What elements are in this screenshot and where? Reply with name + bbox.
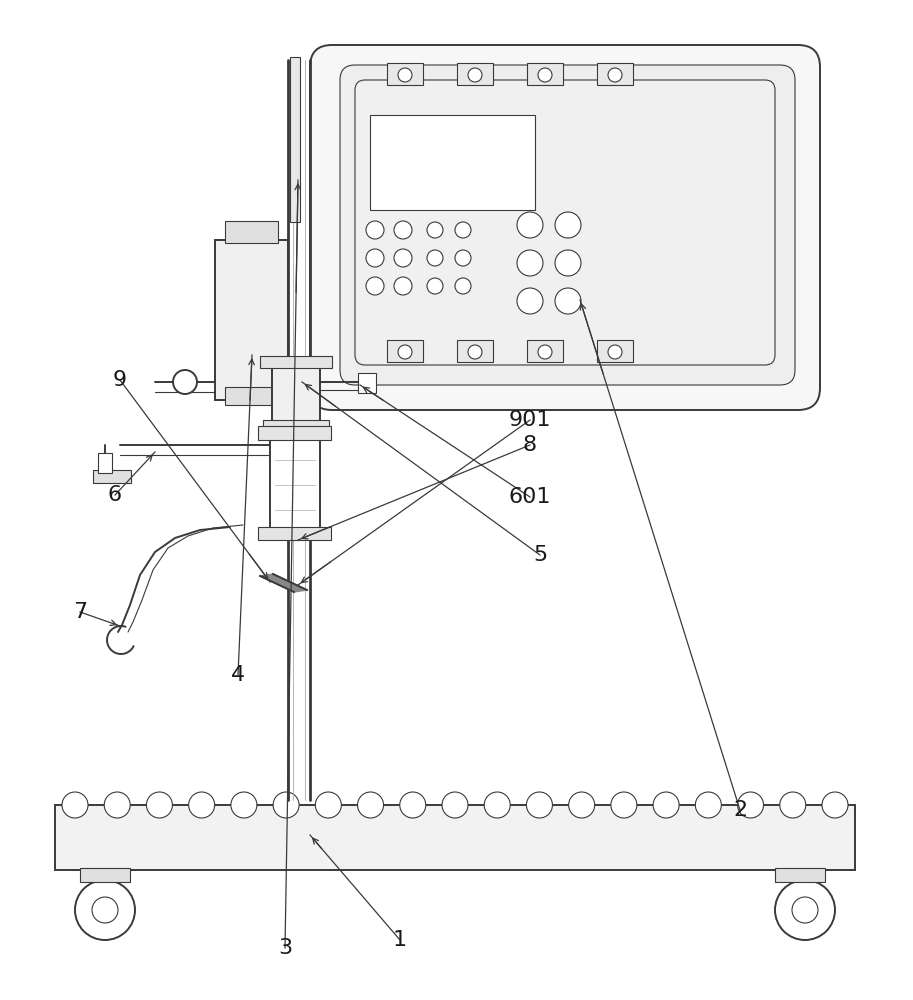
Text: 6: 6	[108, 485, 122, 505]
Circle shape	[394, 249, 412, 267]
Circle shape	[146, 792, 173, 818]
Circle shape	[398, 68, 412, 82]
Circle shape	[653, 792, 679, 818]
Bar	[597, 63, 633, 85]
Circle shape	[608, 68, 622, 82]
Text: 9: 9	[113, 370, 127, 390]
Circle shape	[366, 249, 384, 267]
Circle shape	[92, 897, 118, 923]
Bar	[263, 420, 329, 432]
Text: 3: 3	[278, 938, 292, 958]
Circle shape	[442, 792, 468, 818]
Text: 1: 1	[393, 930, 407, 950]
Circle shape	[468, 68, 482, 82]
Bar	[55, 805, 855, 870]
Bar	[98, 453, 112, 473]
FancyBboxPatch shape	[355, 80, 775, 365]
Circle shape	[427, 250, 443, 266]
Circle shape	[517, 250, 543, 276]
Circle shape	[484, 792, 510, 818]
Circle shape	[538, 345, 552, 359]
Circle shape	[780, 792, 806, 818]
Circle shape	[555, 250, 581, 276]
Text: 2: 2	[733, 800, 747, 820]
Circle shape	[611, 792, 637, 818]
Text: 8: 8	[523, 435, 537, 455]
Circle shape	[315, 792, 341, 818]
Circle shape	[696, 792, 721, 818]
Bar	[370, 115, 535, 210]
Bar	[272, 365, 320, 425]
FancyBboxPatch shape	[310, 45, 820, 410]
Circle shape	[62, 792, 88, 818]
Circle shape	[455, 278, 471, 294]
Circle shape	[173, 370, 197, 394]
Circle shape	[792, 897, 818, 923]
Circle shape	[427, 222, 443, 238]
Bar	[80, 868, 130, 882]
Bar	[290, 57, 300, 222]
Circle shape	[555, 212, 581, 238]
Circle shape	[104, 792, 131, 818]
Bar	[358, 373, 376, 393]
Circle shape	[366, 277, 384, 295]
Bar	[457, 340, 493, 362]
Circle shape	[398, 345, 412, 359]
Text: 601: 601	[509, 487, 551, 507]
Text: 4: 4	[231, 665, 245, 685]
FancyBboxPatch shape	[340, 65, 795, 385]
Circle shape	[358, 792, 383, 818]
Circle shape	[738, 792, 763, 818]
Circle shape	[527, 792, 552, 818]
Bar	[387, 340, 423, 362]
Bar	[258, 426, 331, 440]
Bar	[215, 240, 288, 400]
Circle shape	[189, 792, 215, 818]
Bar	[527, 340, 563, 362]
Bar	[527, 63, 563, 85]
Circle shape	[822, 792, 848, 818]
Circle shape	[366, 221, 384, 239]
Bar	[93, 470, 131, 483]
Circle shape	[273, 792, 299, 818]
Circle shape	[468, 345, 482, 359]
Bar	[597, 340, 633, 362]
Bar	[258, 527, 331, 540]
Bar	[270, 440, 320, 530]
Bar	[225, 387, 278, 405]
Circle shape	[538, 68, 552, 82]
Bar	[775, 868, 825, 882]
Circle shape	[427, 278, 443, 294]
Circle shape	[231, 792, 257, 818]
Circle shape	[608, 345, 622, 359]
Circle shape	[394, 221, 412, 239]
Circle shape	[75, 880, 135, 940]
Text: 5: 5	[533, 545, 547, 565]
Bar	[387, 63, 423, 85]
Text: 7: 7	[73, 602, 87, 622]
Bar	[457, 63, 493, 85]
Circle shape	[555, 288, 581, 314]
Circle shape	[569, 792, 594, 818]
Polygon shape	[260, 574, 307, 592]
Bar	[260, 356, 332, 368]
Circle shape	[517, 288, 543, 314]
Bar	[225, 221, 278, 243]
Circle shape	[775, 880, 835, 940]
Circle shape	[455, 222, 471, 238]
Text: 901: 901	[509, 410, 551, 430]
Circle shape	[400, 792, 425, 818]
Circle shape	[455, 250, 471, 266]
Circle shape	[394, 277, 412, 295]
Circle shape	[517, 212, 543, 238]
